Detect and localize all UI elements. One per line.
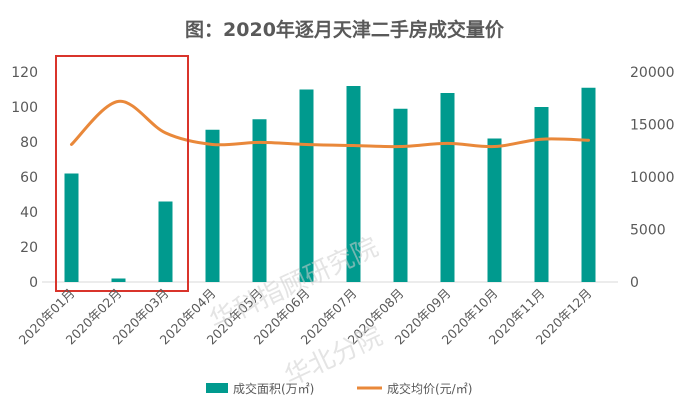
bar (111, 278, 126, 282)
right-tick-label: 10000 (630, 170, 675, 186)
left-tick-label: 0 (29, 275, 38, 291)
bar (581, 87, 596, 282)
legend-label-line: 成交均价(元/㎡) (387, 381, 472, 396)
bar (346, 86, 361, 282)
bar (440, 93, 455, 282)
bar (534, 107, 549, 282)
left-tick-label: 60 (20, 170, 38, 186)
bar (158, 201, 173, 282)
left-tick-label: 80 (20, 135, 38, 151)
left-tick-label: 20 (20, 240, 38, 256)
legend-label-bar: 成交面积(万㎡) (233, 381, 314, 396)
bar (64, 173, 79, 282)
highlight-box (55, 55, 189, 292)
chart-title: 图：2020年逐月天津二手房成交量价 (185, 18, 505, 41)
right-axis: 0 5000 10000 15000 20000 (630, 65, 675, 291)
legend-swatch-bar (206, 383, 228, 393)
left-tick-label: 100 (11, 100, 38, 116)
bar (252, 119, 267, 282)
bar-series (64, 86, 596, 282)
right-tick-label: 0 (630, 275, 639, 291)
right-tick-label: 15000 (630, 118, 675, 134)
right-tick-label: 5000 (630, 223, 666, 239)
left-axis: 0 20 40 60 80 100 120 (11, 65, 38, 291)
bar (299, 89, 314, 282)
bar (393, 108, 408, 282)
legend: 成交面积(万㎡) 成交均价(元/㎡) (206, 381, 472, 396)
watermark-line1: 华科指顾研究院 (205, 232, 383, 336)
price-line (70, 99, 590, 149)
right-tick-label: 20000 (630, 65, 675, 81)
bar (205, 129, 220, 282)
bar (487, 138, 502, 282)
left-tick-label: 120 (11, 65, 38, 81)
left-tick-label: 40 (20, 205, 38, 221)
